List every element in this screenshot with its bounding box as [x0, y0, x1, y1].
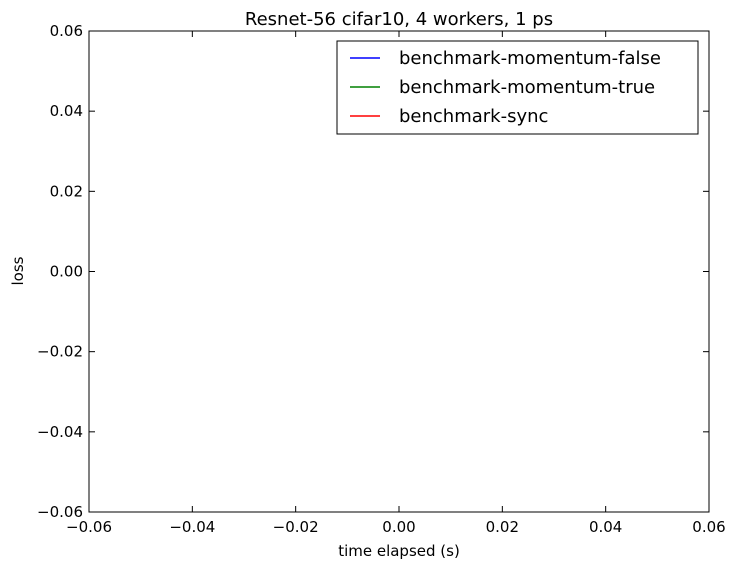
x-tick-label: 0.04 [589, 518, 622, 536]
legend-entry: benchmark-momentum-false [350, 48, 661, 69]
legend: benchmark-momentum-false benchmark-moment… [336, 40, 699, 135]
x-tick-label: −0.06 [66, 518, 112, 536]
legend-label: benchmark-momentum-false [399, 48, 661, 69]
y-tick-label: −0.06 [37, 503, 83, 521]
y-tick-label: −0.04 [37, 423, 83, 441]
x-tick-label: 0.02 [486, 518, 519, 536]
x-tick-label: −0.02 [273, 518, 319, 536]
chart-title: Resnet-56 cifar10, 4 workers, 1 ps [245, 9, 553, 30]
legend-entry: benchmark-momentum-true [350, 77, 655, 98]
y-tick-label: 0.04 [50, 102, 83, 120]
legend-label: benchmark-momentum-true [399, 77, 655, 98]
legend-label: benchmark-sync [399, 106, 548, 127]
y-tick-label: 0.00 [50, 263, 83, 281]
x-axis-label: time elapsed (s) [338, 542, 460, 560]
x-tick-label: −0.04 [169, 518, 215, 536]
y-tick-label: −0.02 [37, 343, 83, 361]
x-tick-label: 0.06 [692, 518, 725, 536]
x-tick-labels: −0.06 −0.04 −0.02 0.00 0.02 0.04 0.06 [66, 518, 726, 536]
legend-box [336, 40, 699, 135]
y-tick-label: 0.06 [50, 22, 83, 40]
legend-entry: benchmark-sync [350, 106, 548, 127]
y-tick-labels: −0.06 −0.04 −0.02 0.00 0.02 0.04 0.06 [37, 22, 83, 521]
axis-ticks [88, 30, 710, 513]
y-axis-label: loss [9, 256, 27, 285]
x-tick-label: 0.00 [382, 518, 415, 536]
y-tick-label: 0.02 [50, 182, 83, 200]
